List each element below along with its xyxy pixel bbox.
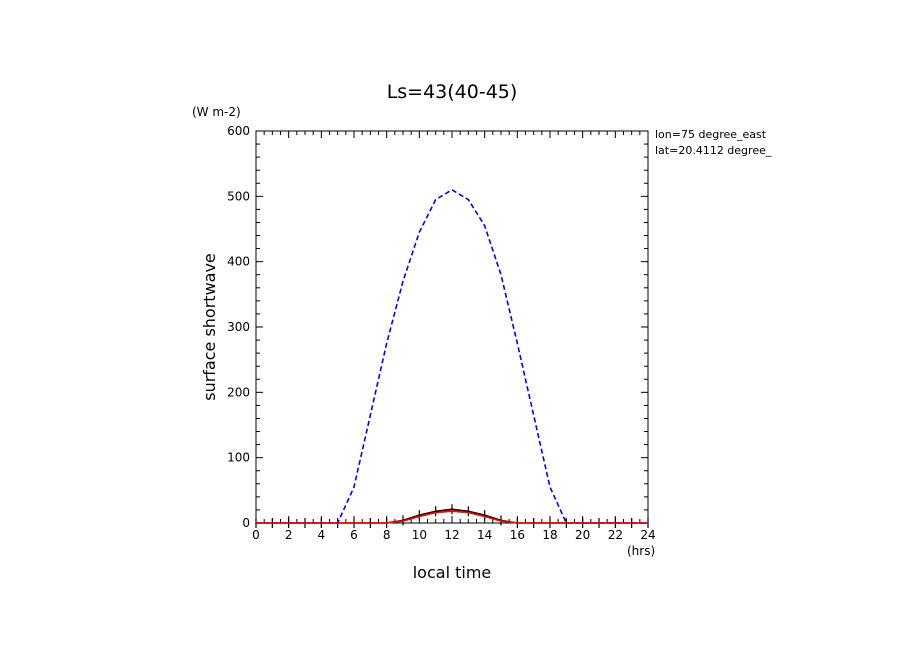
- annotation-lon: lon=75 degree_east: [655, 128, 767, 141]
- y-tick-label: 0: [242, 516, 250, 530]
- y-tick-label: 600: [227, 124, 250, 138]
- x-tick-label: 14: [477, 528, 492, 542]
- x-tick-label: 22: [608, 528, 623, 542]
- chart-title: Ls=43(40-45): [387, 81, 518, 103]
- x-unit-label: (hrs): [627, 544, 655, 558]
- x-tick-label: 6: [350, 528, 358, 542]
- x-tick-label: 0: [252, 528, 260, 542]
- y-tick-label: 100: [227, 451, 250, 465]
- y-axis-label: surface shortwave: [200, 253, 219, 401]
- x-axis-label: local time: [413, 563, 492, 582]
- x-tick-label: 20: [575, 528, 590, 542]
- y-tick-label: 500: [227, 189, 250, 203]
- plot-frame: [255, 130, 649, 524]
- y-tick-label: 300: [227, 320, 250, 334]
- x-tick-label: 8: [383, 528, 391, 542]
- x-tick-label: 24: [640, 528, 655, 542]
- x-tick-label: 16: [510, 528, 525, 542]
- x-tick-label: 4: [318, 528, 326, 542]
- x-tick-label: 18: [542, 528, 557, 542]
- series-layer: [255, 188, 649, 528]
- x-tick-label: 12: [444, 528, 459, 542]
- series-line-0: [256, 188, 648, 524]
- y-tick-label: 200: [227, 385, 250, 399]
- series-line-1: [256, 510, 648, 524]
- x-tick-label: 2: [285, 528, 293, 542]
- y-unit-label: (W m-2): [192, 105, 241, 119]
- y-tick-label: 400: [227, 255, 250, 269]
- annotation-lat: lat=20.4112 degree_: [655, 144, 772, 157]
- x-tick-label: 10: [412, 528, 427, 542]
